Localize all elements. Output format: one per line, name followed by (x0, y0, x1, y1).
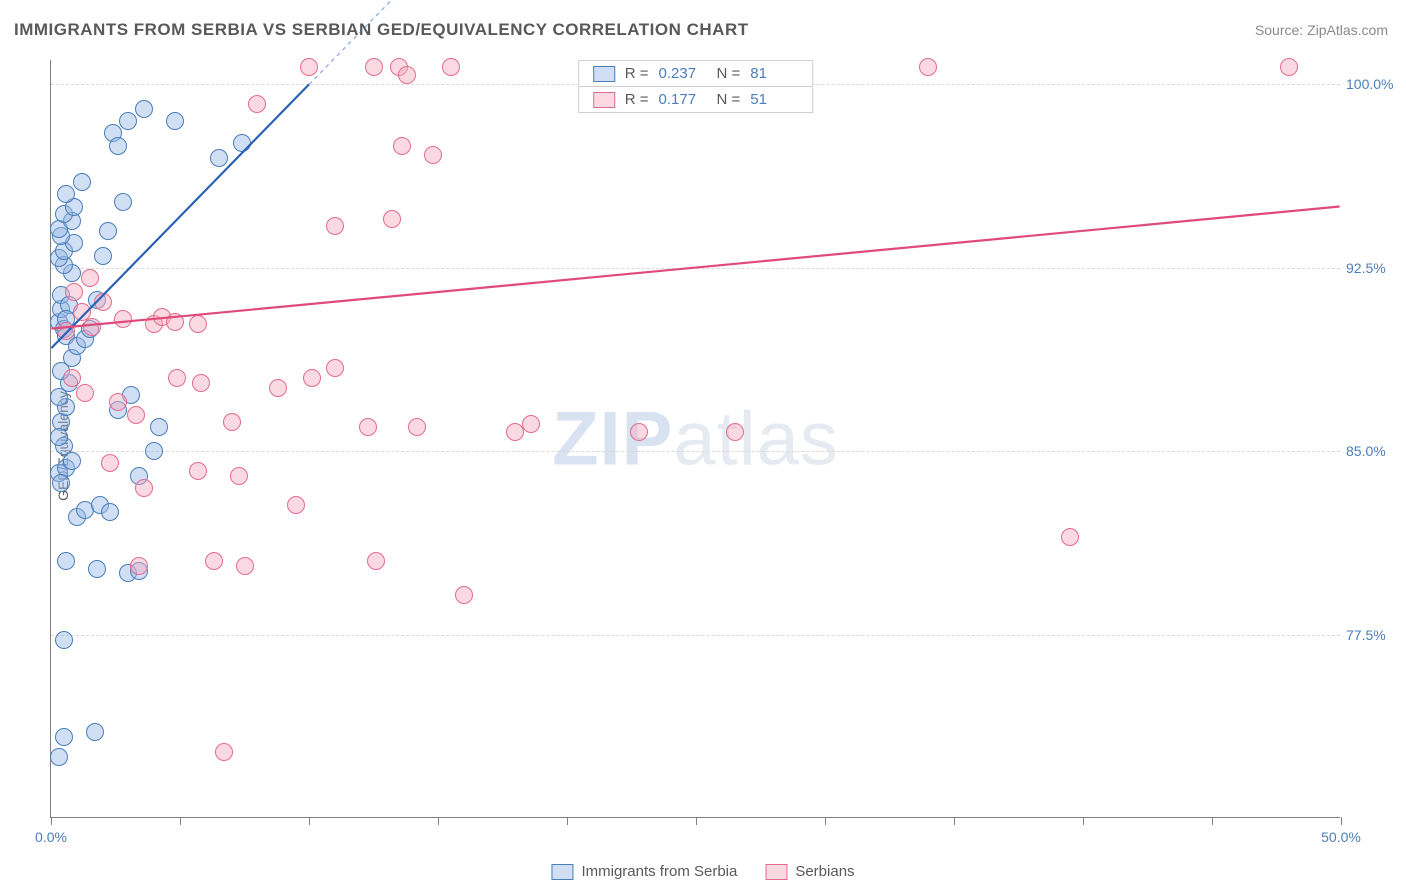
source-attribution: Source: ZipAtlas.com (1255, 22, 1388, 38)
x-tick (1083, 817, 1084, 825)
legend-correlation-box: R = 0.237 N = 81 R = 0.177 N = 51 (578, 60, 814, 113)
n-label: N = (717, 65, 741, 82)
legend-item-immigrants: Immigrants from Serbia (551, 863, 737, 880)
r-label: R = (625, 65, 649, 82)
legend-series: Immigrants from Serbia Serbians (551, 863, 854, 880)
y-tick-label: 100.0% (1346, 76, 1402, 92)
trend-line-dashed-immigrants (309, 0, 412, 84)
legend-item-serbians: Serbians (765, 863, 854, 880)
r-value-immigrants: 0.237 (659, 65, 707, 82)
swatch-serbians (765, 864, 787, 880)
x-tick-label: 50.0% (1321, 829, 1361, 845)
n-value-immigrants: 81 (750, 65, 798, 82)
x-tick (1341, 817, 1342, 825)
legend-label-serbians: Serbians (795, 863, 854, 880)
legend-row-serbians: R = 0.177 N = 51 (579, 86, 813, 112)
x-tick (51, 817, 52, 825)
r-label: R = (625, 91, 649, 108)
x-tick (438, 817, 439, 825)
x-tick (954, 817, 955, 825)
x-tick (180, 817, 181, 825)
swatch-serbians (593, 92, 615, 108)
r-value-serbians: 0.177 (659, 91, 707, 108)
swatch-immigrants (551, 864, 573, 880)
correlation-chart: IMMIGRANTS FROM SERBIA VS SERBIAN GED/EQ… (0, 0, 1406, 892)
n-label: N = (717, 91, 741, 108)
x-tick-label: 0.0% (35, 829, 67, 845)
x-tick (1212, 817, 1213, 825)
x-tick (567, 817, 568, 825)
x-tick (825, 817, 826, 825)
trend-line-serbians (51, 207, 1339, 329)
y-tick-label: 85.0% (1346, 443, 1402, 459)
swatch-immigrants (593, 66, 615, 82)
n-value-serbians: 51 (750, 91, 798, 108)
x-tick (696, 817, 697, 825)
legend-label-immigrants: Immigrants from Serbia (581, 863, 737, 880)
legend-row-immigrants: R = 0.237 N = 81 (579, 61, 813, 86)
y-tick-label: 77.5% (1346, 627, 1402, 643)
x-tick (309, 817, 310, 825)
trend-lines-layer (51, 60, 1340, 817)
plot-area: ZIPatlas R = 0.237 N = 81 R = 0.177 N = … (50, 60, 1340, 818)
chart-title: IMMIGRANTS FROM SERBIA VS SERBIAN GED/EQ… (14, 20, 749, 40)
y-tick-label: 92.5% (1346, 260, 1402, 276)
